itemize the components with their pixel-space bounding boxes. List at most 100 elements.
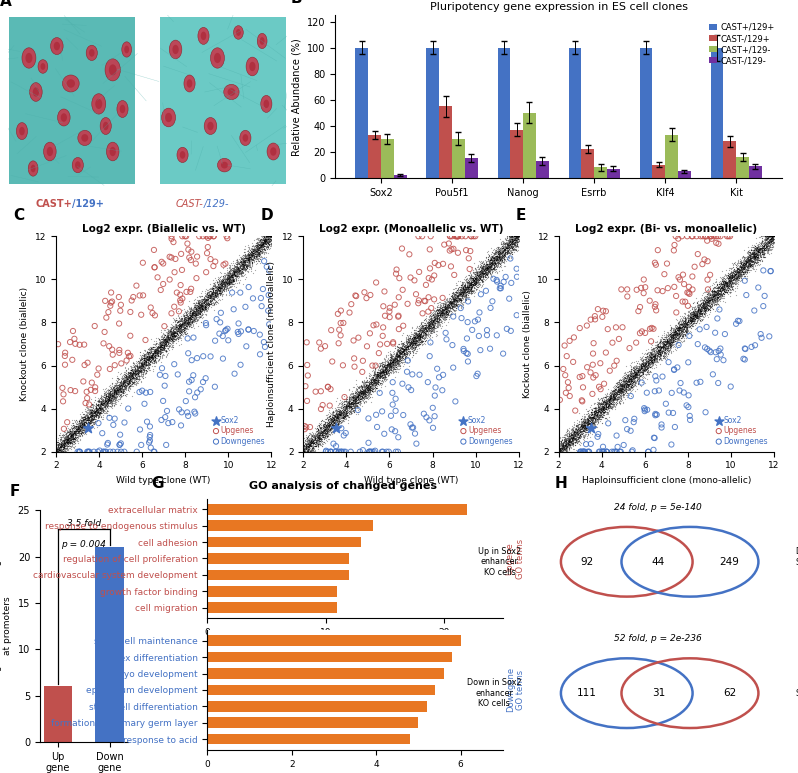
Point — [225, 274, 238, 286]
Point — [442, 299, 455, 312]
Point — [680, 312, 693, 325]
Point — [124, 364, 136, 376]
Point — [587, 406, 599, 418]
Point — [224, 274, 237, 286]
Point — [191, 386, 203, 399]
Point — [444, 302, 457, 315]
Point — [235, 267, 247, 279]
Point — [731, 271, 744, 283]
Point — [703, 294, 716, 306]
Point — [496, 237, 509, 250]
Point — [606, 393, 619, 405]
Point — [165, 329, 178, 341]
Point — [316, 414, 329, 427]
Point — [64, 430, 77, 442]
Point — [560, 427, 573, 439]
Point — [338, 410, 350, 423]
Point — [765, 235, 778, 247]
Point — [581, 412, 594, 424]
Point — [357, 386, 369, 398]
Point — [104, 385, 117, 397]
Point — [717, 354, 730, 366]
Point — [453, 288, 466, 300]
Point — [373, 369, 386, 381]
Point — [744, 249, 757, 261]
Point — [751, 259, 764, 271]
Point — [716, 280, 729, 292]
Point — [377, 368, 390, 380]
Point — [562, 445, 575, 458]
Point — [314, 429, 326, 441]
Point — [306, 435, 318, 448]
Point — [196, 295, 209, 307]
Point — [444, 295, 456, 307]
Point — [764, 265, 777, 278]
Point — [424, 319, 437, 332]
Point — [413, 334, 426, 346]
Point — [184, 315, 197, 327]
Point — [364, 377, 377, 390]
Point — [84, 410, 97, 423]
Point — [298, 445, 311, 458]
Point — [662, 341, 674, 353]
Point — [58, 444, 71, 457]
Point — [384, 356, 397, 369]
Point — [579, 421, 591, 434]
Point — [767, 237, 780, 249]
Point — [197, 291, 210, 304]
Point — [623, 376, 636, 389]
Point — [360, 392, 373, 404]
Point — [239, 243, 251, 255]
Point — [602, 400, 615, 413]
Point — [345, 391, 358, 404]
Point — [661, 342, 674, 354]
Point — [400, 348, 413, 360]
Point — [489, 261, 502, 273]
Point — [445, 299, 458, 312]
Point — [758, 290, 771, 302]
Point — [144, 347, 157, 359]
Point — [237, 261, 250, 274]
Point — [155, 347, 168, 359]
Point — [631, 363, 644, 376]
Point — [338, 410, 351, 423]
Point — [455, 294, 468, 306]
Point — [354, 390, 366, 402]
Point — [299, 440, 312, 452]
Point — [190, 299, 203, 312]
Point — [234, 256, 247, 268]
Point — [452, 292, 464, 305]
Point — [343, 393, 356, 406]
Point — [705, 294, 718, 306]
Point — [257, 232, 270, 244]
Point — [581, 408, 594, 421]
Point — [239, 250, 252, 262]
Point — [475, 265, 488, 278]
Point — [701, 274, 714, 286]
Point — [55, 437, 68, 449]
Point — [93, 404, 105, 417]
Point — [243, 257, 256, 270]
Point — [376, 445, 389, 458]
Point — [130, 369, 143, 382]
Point — [188, 301, 200, 313]
Point — [305, 445, 318, 458]
Point — [218, 272, 231, 284]
Point — [470, 270, 483, 282]
Point — [254, 243, 267, 256]
Point — [634, 360, 647, 373]
Point — [556, 444, 569, 457]
Point — [448, 298, 461, 311]
Point — [656, 339, 669, 352]
Point — [111, 390, 124, 403]
Point — [753, 243, 766, 256]
Point — [657, 345, 670, 357]
Point — [372, 375, 385, 387]
Point — [183, 313, 196, 325]
Point — [585, 419, 598, 431]
Point — [67, 421, 80, 434]
Point — [508, 234, 521, 247]
Point — [496, 256, 508, 268]
Point — [630, 369, 642, 381]
Point — [179, 305, 192, 318]
